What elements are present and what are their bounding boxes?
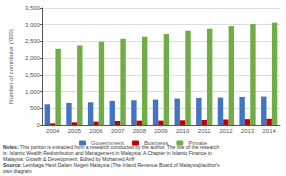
svg-text:500: 500	[30, 105, 41, 111]
svg-text:Private: Private	[188, 140, 207, 146]
svg-text:2010: 2010	[176, 128, 190, 134]
svg-text:2013: 2013	[241, 128, 255, 134]
svg-text:1,500: 1,500	[25, 72, 41, 78]
svg-text:2006: 2006	[89, 128, 103, 134]
svg-text:2005: 2005	[68, 128, 82, 134]
svg-text:1,000: 1,000	[25, 89, 41, 95]
svg-text:Business: Business	[144, 140, 168, 146]
svg-text:3,500: 3,500	[25, 5, 41, 11]
svg-text:3,000: 3,000	[25, 22, 41, 28]
svg-text:2,000: 2,000	[25, 55, 41, 61]
svg-text:2008: 2008	[133, 128, 147, 134]
svg-text:0: 0	[37, 122, 41, 128]
svg-text:2014: 2014	[262, 128, 276, 134]
svg-text:Lembaga Hasil Dalam Negeri Mal: Lembaga Hasil Dalam Negeri Malaysia (The…	[22, 162, 220, 168]
svg-text:Government: Government	[91, 140, 124, 146]
svg-text:Number of contributor ('000): Number of contributor ('000)	[8, 29, 14, 104]
svg-text:2011: 2011	[198, 128, 212, 134]
svg-text:2007: 2007	[111, 128, 125, 134]
svg-text:2004: 2004	[46, 128, 60, 134]
svg-text:2012: 2012	[219, 128, 233, 134]
svg-text:2,500: 2,500	[25, 38, 41, 44]
svg-text:own diagram: own diagram	[3, 168, 32, 174]
svg-text:2009: 2009	[154, 128, 168, 134]
